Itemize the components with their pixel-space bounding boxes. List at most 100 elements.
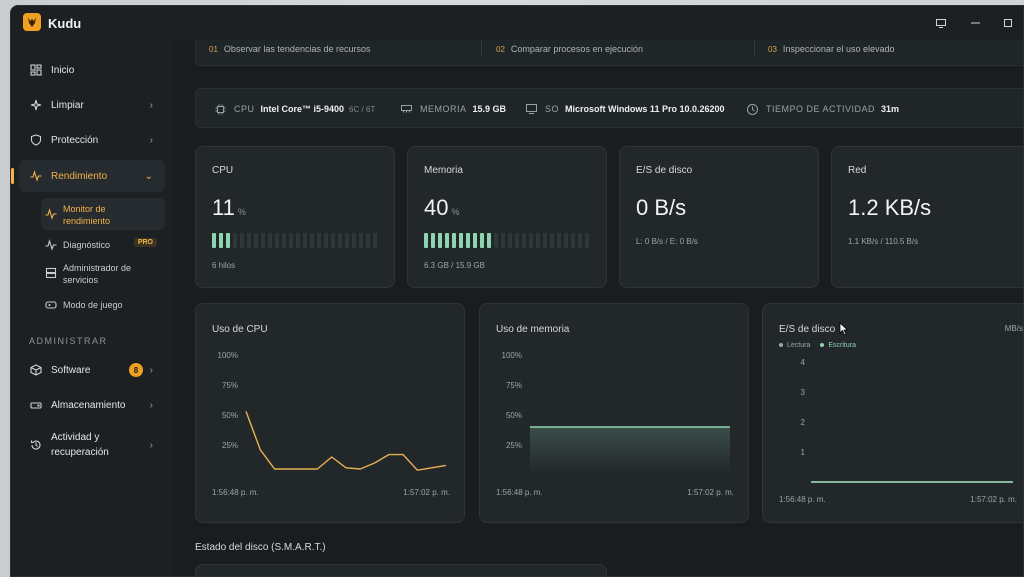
- drive-icon: [29, 398, 43, 412]
- y-tick-label: 100%: [218, 351, 238, 360]
- sidebar-subitem-label: Monitor de rendimiento: [63, 204, 111, 226]
- chart-legend: Lectura Escritura: [779, 342, 856, 349]
- meter-segment: [219, 233, 223, 248]
- gamepad-icon: [45, 299, 57, 311]
- meter-segment: [501, 233, 505, 248]
- pulse-icon: [29, 169, 43, 183]
- meter-segment: [303, 233, 307, 248]
- stat-value: 0 B/s: [636, 195, 687, 220]
- app-window: Kudu Inicio Limpiar ›: [10, 5, 1024, 577]
- chart-title: Uso de memoria: [496, 324, 570, 335]
- meter-segment: [324, 233, 328, 248]
- y-tick-label: 2: [801, 418, 806, 427]
- pulse-icon: [45, 239, 57, 251]
- meter-segment: [466, 233, 470, 248]
- stat-value: 40%: [424, 195, 460, 220]
- maximize-button[interactable]: [998, 14, 1018, 32]
- stat-subtext: L: 0 B/s / E: 0 B/s: [636, 237, 698, 246]
- meter-segment: [310, 233, 314, 248]
- sidebar-item-rendimiento[interactable]: Rendimiento ⌄: [11, 160, 165, 192]
- pro-badge: PRO: [133, 238, 157, 247]
- stat-subtext: 6 hilos: [212, 261, 236, 270]
- y-tick-label: 100%: [502, 351, 522, 360]
- chevron-right-icon: ›: [149, 399, 153, 411]
- meter-segment: [240, 233, 244, 248]
- sidebar-subitem-monitor[interactable]: Monitor de rendimiento: [41, 198, 165, 230]
- software-count-badge: 8: [129, 363, 143, 377]
- meter-segment: [550, 233, 554, 248]
- title-bar: Kudu: [11, 6, 1023, 40]
- stat-card-memory: Memoria 40% 6.3 GB / 15.9 GB: [407, 146, 607, 288]
- sparkle-icon: [29, 98, 43, 112]
- chart-title: Uso de CPU: [212, 324, 268, 335]
- stat-card-disk: E/S de disco 0 B/s L: 0 B/s / E: 0 B/s: [619, 146, 819, 288]
- stat-subtext: 6.3 GB / 15.9 GB: [424, 261, 485, 270]
- kudu-logo-icon: [23, 13, 41, 31]
- series-line-cpu: [245, 411, 447, 471]
- sidebar-item-limpiar[interactable]: Limpiar ›: [19, 89, 165, 121]
- y-tick-label: 75%: [222, 381, 238, 390]
- system-memory: MEMORIA 15.9 GB: [400, 103, 506, 115]
- sidebar-subitem-juego[interactable]: Modo de juego: [41, 294, 165, 316]
- sidebar-item-software[interactable]: Software 8 ›: [19, 354, 165, 386]
- clock-icon: [746, 103, 758, 115]
- meter-segment: [557, 233, 561, 248]
- meter-segment: [233, 233, 237, 248]
- meter-segment: [296, 233, 300, 248]
- meter-segment: [571, 233, 575, 248]
- shield-icon: [29, 133, 43, 147]
- step-divider: [481, 41, 482, 55]
- stat-card-network: Red 1.2 KB/s 1.1 KB/s / 110.5 B/s: [831, 146, 1023, 288]
- minimize-button[interactable]: [965, 14, 985, 32]
- memory-usage-meter: [424, 233, 589, 248]
- cpu-usage-meter: [212, 233, 377, 248]
- cpu-usage-chart: 100% 75% 50% 25% 1:56:48 p. m. 1:57:02 p. m.: [212, 351, 450, 497]
- legend-item-read: Lectura: [779, 342, 810, 349]
- chart-card-memory: Uso de memoria 100% 75% 50% 25% 1:56:48 p. m…: [479, 303, 749, 523]
- stat-subtext: 1.1 KB/s / 110.5 B/s: [848, 237, 919, 246]
- step-3: 03 Inspeccionar el uso elevado: [768, 44, 895, 54]
- sidebar-item-proteccion[interactable]: Protección ›: [19, 124, 165, 156]
- system-os: SO Microsoft Windows 11 Pro 10.0.26200: [525, 103, 725, 115]
- x-tick-label: 1:56:48 p. m.: [212, 488, 259, 497]
- stat-title: E/S de disco: [636, 165, 693, 176]
- sidebar-item-actividad[interactable]: Actividad y recuperación ›: [19, 424, 165, 466]
- meter-segment: [331, 233, 335, 248]
- meter-segment: [543, 233, 547, 248]
- monitor-icon[interactable]: [931, 14, 951, 32]
- meter-segment: [431, 233, 435, 248]
- sidebar-item-inicio[interactable]: Inicio: [19, 54, 165, 86]
- chart-title: E/S de disco: [779, 324, 836, 335]
- meter-segment: [536, 233, 540, 248]
- sidebar-subitem-label: Modo de juego: [63, 300, 123, 310]
- meter-segment: [226, 233, 230, 248]
- meter-segment: [494, 233, 498, 248]
- chip-icon: [214, 103, 226, 115]
- meter-segment: [585, 233, 589, 248]
- app-title: Kudu: [48, 16, 82, 31]
- y-tick-label: 3: [801, 388, 806, 397]
- stat-title: Memoria: [424, 165, 463, 176]
- meter-segment: [366, 233, 370, 248]
- y-tick-label: 1: [801, 448, 806, 457]
- sidebar-item-label: Inicio: [51, 64, 75, 76]
- stat-card-cpu: CPU 11% 6 hilos: [195, 146, 395, 288]
- system-uptime: TIEMPO DE ACTIVIDAD 31m: [746, 103, 899, 115]
- meter-segment: [473, 233, 477, 248]
- sidebar-subitem-label: Administrador de servicios: [63, 263, 132, 285]
- sidebar-subitem-diagnostico[interactable]: Diagnóstico PRO: [41, 234, 165, 256]
- meter-segment: [508, 233, 512, 248]
- sidebar-subitem-servicios[interactable]: Administrador de servicios: [41, 258, 165, 288]
- sidebar-subitem-label: Diagnóstico: [63, 240, 111, 250]
- y-tick-label: 50%: [222, 411, 238, 420]
- meter-segment: [261, 233, 265, 248]
- step-1: 01 Observar las tendencias de recursos: [209, 44, 371, 54]
- chevron-right-icon: ›: [149, 364, 153, 376]
- sidebar-item-label: Actividad y recuperación: [51, 432, 109, 458]
- meter-segment: [338, 233, 342, 248]
- x-tick-label: 1:56:48 p. m.: [779, 495, 826, 504]
- y-tick-label: 25%: [222, 441, 238, 450]
- meter-segment: [424, 233, 428, 248]
- section-label-admin: ADMINISTRAR: [29, 336, 108, 346]
- sidebar-item-almacenamiento[interactable]: Almacenamiento ›: [19, 389, 165, 421]
